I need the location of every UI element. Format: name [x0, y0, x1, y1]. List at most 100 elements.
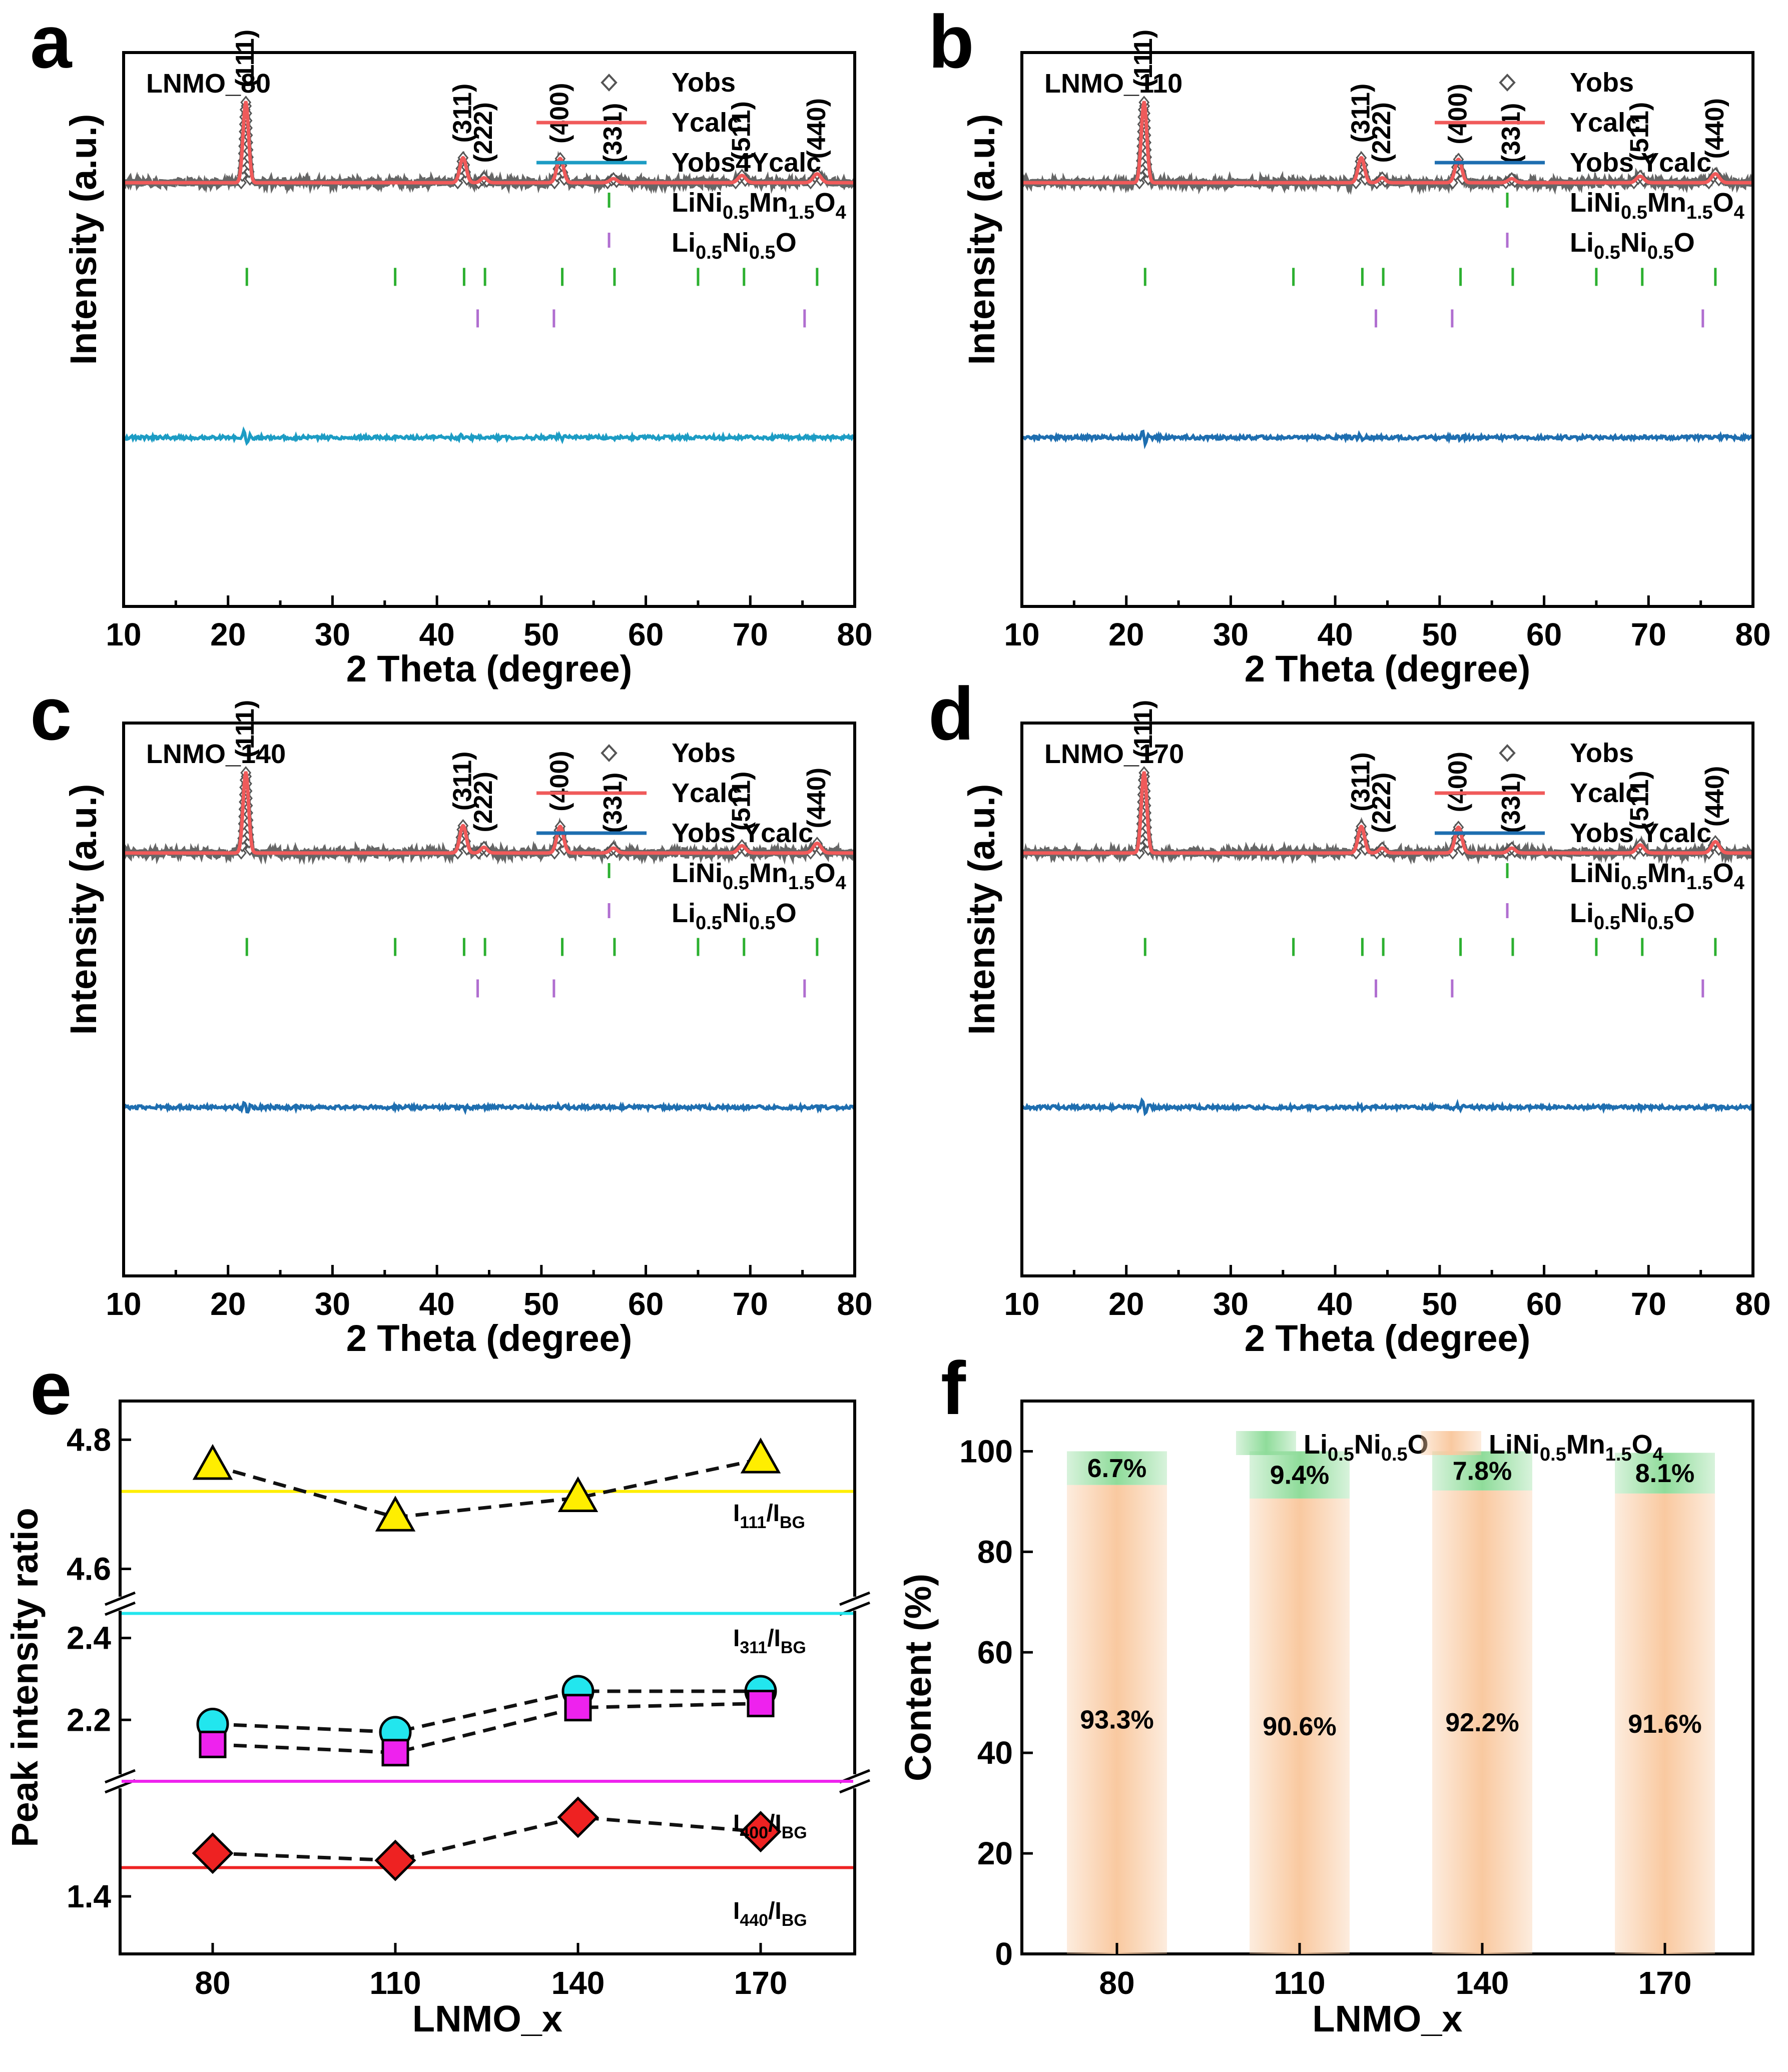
difference-series [1023, 1097, 1751, 1116]
bar-label: 92.2% [1445, 1708, 1519, 1737]
peak-label: (511) [727, 101, 756, 161]
x-tick-label: 140 [551, 1965, 605, 2001]
bar-label: 8.1% [1635, 1459, 1695, 1488]
y-tick-label: 100 [959, 1433, 1013, 1469]
x-tick-label: 10 [106, 1286, 141, 1322]
legend-swatch [1236, 1431, 1296, 1455]
series-label: I311/IBG [733, 1625, 806, 1657]
difference-series [125, 426, 853, 446]
x-tick-label: 70 [733, 1286, 768, 1322]
legend-marker [601, 744, 618, 762]
x-tick-label: 50 [1422, 616, 1457, 652]
x-tick-label: 80 [1735, 1286, 1770, 1322]
legend-label: Yobs4Ycalc [672, 148, 821, 178]
bar-label: 6.7% [1087, 1454, 1147, 1483]
bar-label: 91.6% [1628, 1710, 1701, 1739]
legend-label: Li0.5Ni0.5O [672, 898, 797, 934]
legend-label: Ycalc [672, 108, 742, 138]
legend-label: LiNi0.5Mn1.5O4 [672, 188, 846, 223]
xrd-panel-b: b (111) (311)(222) (400) (331) (511) (440) 10 20… [928, 0, 1771, 689]
plot-frame [119, 1400, 856, 1955]
axis-break-mark [105, 1601, 136, 1616]
x-tick-label: 70 [733, 616, 768, 652]
legend-label: LiNi0.5Mn1.5O4 [1570, 188, 1744, 223]
x-tick-label: 110 [369, 1965, 421, 2001]
legend-swatch [1421, 1431, 1481, 1455]
difference-series [1023, 429, 1751, 450]
bar-lnmo [1615, 1493, 1715, 1954]
sample-label: LNMO_170 [1044, 739, 1184, 769]
peak-label: (311) [1346, 84, 1375, 143]
plot-area [125, 766, 853, 1115]
data-point [375, 1496, 416, 1532]
series-label: I111/IBG [733, 1500, 805, 1532]
peak-label: (311) [448, 752, 477, 811]
y-tick-label: 4.6 [67, 1551, 111, 1587]
bar-label: 93.3% [1080, 1705, 1153, 1734]
sample-label: LNMO_110 [1044, 69, 1182, 99]
legend-label: Li0.5Ni0.5O [672, 228, 797, 263]
peak-label: (222) [1367, 102, 1396, 163]
y-axis-title: Intensity (a.u.) [63, 784, 104, 1035]
series-line [212, 1702, 761, 1755]
legend-label: Yobs Ycalc [1570, 148, 1711, 178]
series-line [212, 1815, 761, 1862]
legend-label: Yobs [1570, 738, 1634, 768]
data-point [381, 1739, 409, 1767]
x-axis-title: 2 Theta (degree) [346, 1317, 633, 1359]
legend-label: Yobs [672, 68, 736, 98]
x-tick-label: 50 [1422, 1286, 1457, 1322]
sample-label: LNMO_80 [146, 69, 271, 99]
peak-label: (111) [1129, 700, 1158, 758]
legend-label: LiNi0.5Mn1.5O4 [1489, 1430, 1663, 1465]
x-tick-label: 80 [1735, 616, 1770, 652]
data-point [740, 1811, 782, 1853]
plot-area [1023, 766, 1751, 1116]
x-tick-label: 60 [628, 616, 664, 652]
legend-label: LiNi0.5Mn1.5O4 [1570, 858, 1744, 894]
x-tick-label: 20 [1108, 1286, 1144, 1322]
y-axis-title: Content (%) [897, 1574, 939, 1781]
x-tick-label: 40 [1318, 1286, 1353, 1322]
axis-break-mark [105, 1769, 136, 1784]
ycalc-series [1023, 101, 1751, 185]
y-tick-label: 0 [995, 1936, 1013, 1972]
x-tick-label: 30 [1213, 1286, 1249, 1322]
peak-label: (400) [545, 751, 574, 811]
x-tick-label: 170 [1638, 1965, 1692, 2001]
x-tick-label: 170 [734, 1965, 788, 2001]
content-panel-f: f 0 20 40 60 80 100 93.3% 6.7% 80 90.6% 9.4% 110 92.2… [897, 1346, 1754, 2039]
data-point [192, 1832, 234, 1874]
y-tick-label: 40 [977, 1735, 1013, 1771]
peak-label: (331) [599, 773, 628, 833]
data-point [192, 1444, 233, 1480]
legend-label: Yobs Ycalc [672, 818, 813, 848]
data-point [564, 1694, 592, 1722]
x-tick-label: 10 [1004, 616, 1039, 652]
y-axis-title: Intensity (a.u.) [63, 114, 104, 365]
x-tick-label: 30 [315, 616, 350, 652]
y-axis-title: Intensity (a.u.) [961, 784, 1002, 1035]
peak-label: (331) [1497, 103, 1526, 164]
x-tick-label: 40 [1318, 616, 1353, 652]
x-tick-label: 70 [1631, 616, 1666, 652]
bar-lnmo [1250, 1498, 1350, 1954]
x-axis-title: 2 Theta (degree) [1245, 648, 1531, 689]
legend-label: LiNi0.5Mn1.5O4 [672, 858, 846, 894]
x-tick-label: 80 [195, 1965, 230, 2001]
x-tick-label: 60 [1526, 1286, 1562, 1322]
axis-break-mark [839, 1591, 870, 1606]
plot-area [1023, 96, 1751, 450]
panel-letter: c [30, 671, 72, 756]
legend-label: Li0.5Ni0.5O [1570, 228, 1695, 263]
series-line [212, 1457, 761, 1519]
xrd-panel-c: c (111) (311)(222) (400) (331) (511) (440) 10 20… [30, 671, 873, 1359]
axis-break-mark [105, 1591, 136, 1606]
y-tick-label: 2.4 [67, 1620, 111, 1656]
peak-label: (400) [1443, 752, 1472, 812]
legend-label: Yobs [1570, 68, 1634, 98]
bar-lno [1067, 1451, 1167, 1485]
legend-label: Yobs Ycalc [1570, 818, 1711, 848]
data-point [374, 1839, 416, 1881]
